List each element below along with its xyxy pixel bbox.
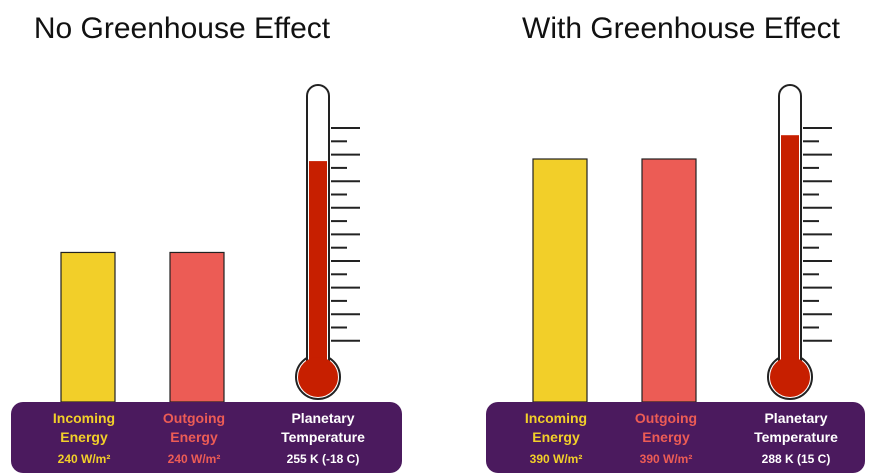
thermometer-bulb-with-greenhouse [770, 357, 810, 397]
thermometer-with-greenhouse [767, 84, 832, 400]
outgoing-label-line2: Energy [170, 429, 218, 445]
panel-with-greenhouse: With Greenhouse Effect Incoming Energy 3… [486, 12, 865, 473]
bar-outgoing-energy-no-greenhouse [169, 251, 225, 403]
thermometer-level-with-greenhouse [781, 135, 799, 378]
incoming-label-line2: Energy [60, 429, 108, 445]
thermometer-no-greenhouse [295, 84, 360, 400]
outgoing-label-line1: Outgoing [635, 410, 697, 426]
outgoing-label-line1: Outgoing [163, 410, 225, 426]
panel-title-no-greenhouse: No Greenhouse Effect [34, 12, 331, 45]
temperature-value: 255 K (-18 C) [287, 452, 360, 466]
incoming-value: 390 W/m² [530, 452, 583, 466]
incoming-label-line1: Incoming [525, 410, 587, 426]
thermometer-bulb-no-greenhouse [298, 357, 338, 397]
temperature-label-line1: Planetary [291, 410, 354, 426]
outgoing-label-line2: Energy [642, 429, 690, 445]
outgoing-value: 390 W/m² [640, 452, 693, 466]
thermometer-level-no-greenhouse [309, 161, 327, 378]
temperature-label-line1: Planetary [764, 410, 827, 426]
panel-title-with-greenhouse: With Greenhouse Effect [522, 12, 841, 45]
incoming-value: 240 W/m² [58, 452, 111, 466]
temperature-label-line2: Temperature [281, 429, 365, 445]
temperature-value: 288 K (15 C) [762, 452, 831, 466]
thermometer-scale-no-greenhouse [331, 127, 360, 342]
temperature-label-line2: Temperature [754, 429, 838, 445]
bar-outgoing-energy-with-greenhouse [641, 158, 697, 403]
label-panel-with-greenhouse [486, 402, 865, 473]
outgoing-value: 240 W/m² [168, 452, 221, 466]
incoming-label-line2: Energy [532, 429, 580, 445]
label-panel-no-greenhouse [11, 402, 402, 473]
incoming-label-line1: Incoming [53, 410, 115, 426]
bar-incoming-energy-no-greenhouse [60, 251, 116, 403]
panel-no-greenhouse: No Greenhouse Effect Incoming Energy 240… [11, 12, 402, 473]
thermometer-scale-with-greenhouse [803, 127, 832, 342]
bar-incoming-energy-with-greenhouse [532, 158, 588, 403]
